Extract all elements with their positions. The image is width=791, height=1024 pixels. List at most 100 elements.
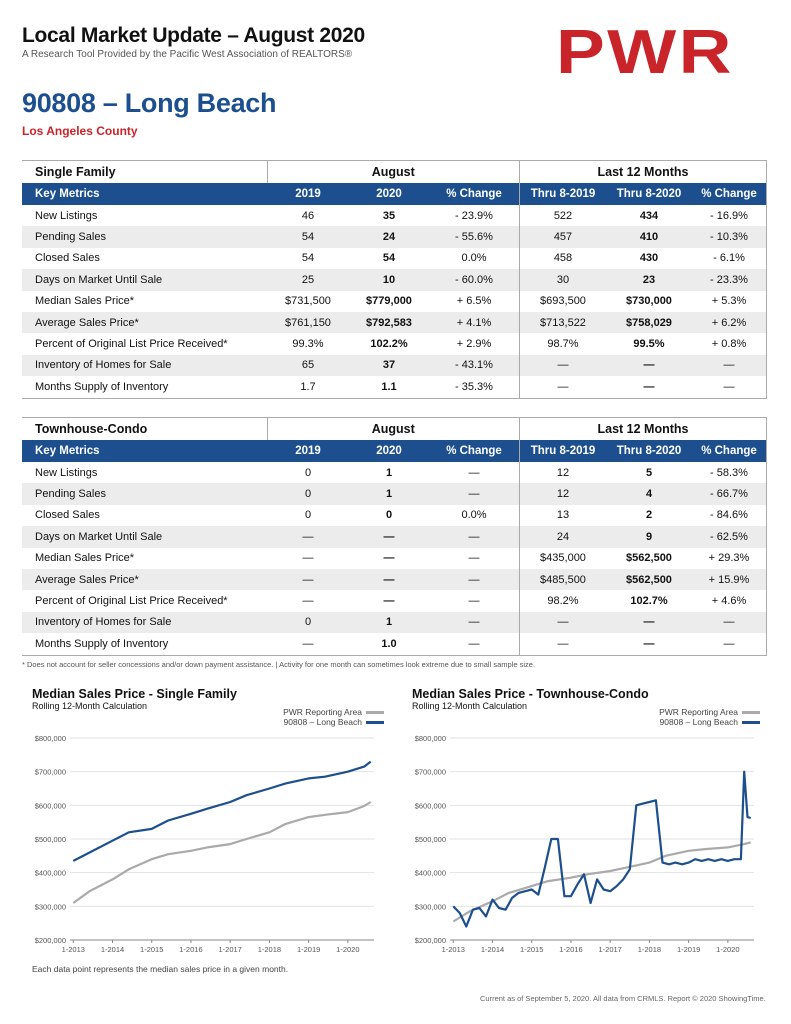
metric-value: — (519, 354, 606, 377)
metric-label: Median Sales Price* (35, 295, 135, 308)
y-tick-label: $500,000 (415, 835, 446, 844)
y-tick-label: $400,000 (415, 869, 446, 878)
group-header-12mo: Last 12 Months (519, 160, 767, 183)
metric-value: + 4.1% (429, 311, 520, 334)
metric-value: 1 (349, 483, 429, 505)
metric-value: — (519, 376, 606, 399)
metric-value: 12 (519, 483, 606, 505)
metric-value: — (692, 633, 767, 656)
y-tick-label: $700,000 (415, 768, 446, 777)
metric-value: 458 (553, 252, 573, 265)
chart-subtitle: Rolling 12-Month Calculation (412, 701, 528, 711)
metric-label: Percent of Original List Price Received* (35, 338, 228, 351)
metric-value: — (267, 526, 349, 548)
group-header-12mo: Last 12 Months (519, 417, 767, 440)
table-row: Inventory of Homes for Sale 65 37- 43.1% — —… (22, 354, 767, 377)
metric-value: - 84.6% (692, 504, 767, 527)
table-row: Median Sales Price* $731,500 $779,000 + 6.5… (22, 290, 767, 312)
metric-value: $730,000 (626, 295, 672, 308)
metric-value: 457 (519, 226, 606, 248)
metric-value: $713,522 (519, 311, 606, 334)
metric-value: 30 (519, 269, 606, 291)
table-row: Pending Sales 0 1—12 4- 66.7% (22, 483, 767, 505)
metric-value: $761,150 (267, 311, 349, 334)
metric-value: — (383, 552, 395, 565)
col-key-metrics: Key Metrics (22, 440, 267, 462)
x-tick-label: 1-2018 (638, 945, 661, 954)
x-tick-label: 1-2020 (336, 945, 359, 954)
metric-value: - 43.1% (429, 354, 520, 377)
metric-value: 99.3% (292, 338, 324, 351)
table-row: Months Supply of Inventory —1.0— — — — (22, 633, 767, 656)
metric-value: 434 (639, 209, 659, 222)
x-tick-label: 1-2015 (140, 945, 163, 954)
metric-value: — (429, 483, 520, 505)
metric-value: — (692, 354, 767, 377)
col-2020: 2020 (349, 440, 429, 462)
metric-value: 99.5% (633, 338, 665, 351)
metric-value: 35 (382, 209, 396, 222)
col-thru-2020: Thru 8-2020 (606, 440, 692, 462)
metric-value: 54 (301, 252, 315, 265)
chart-subtitle: Rolling 12-Month Calculation (32, 701, 148, 711)
footnote: * Does not account for seller concession… (22, 660, 536, 669)
col-2019: 2019 (267, 440, 349, 462)
group-header-august: August (266, 417, 520, 440)
y-tick-label: $300,000 (35, 902, 66, 911)
metric-value: $562,500 (626, 552, 672, 565)
metric-value: - 10.3% (692, 226, 767, 248)
single-family-table: Single Family August Last 12 Months Key … (22, 160, 767, 399)
metric-value: 23 (606, 269, 692, 291)
metric-label: Months Supply of Inventory (22, 376, 267, 399)
metric-value: 0.0% (429, 247, 520, 270)
metric-value: + 2.9% (429, 333, 520, 355)
metric-label: Inventory of Homes for Sale (22, 354, 267, 377)
legend-item: PWR Reporting Area (250, 707, 384, 717)
metric-value: 98.2% (547, 595, 579, 608)
legend-item: PWR Reporting Area (626, 707, 760, 717)
metric-value: 522 (553, 209, 573, 222)
chart-header-single-family: Median Sales Price - Single Family Rolli… (32, 687, 382, 711)
metric-value: — (349, 568, 429, 591)
col-2020: 2020 (349, 183, 429, 205)
metric-value: - 66.7% (692, 483, 767, 505)
metric-value: + 4.6% (692, 590, 767, 612)
chart-title: Median Sales Price - Single Family (32, 687, 237, 701)
y-tick-label: $200,000 (415, 936, 446, 945)
legend-label: PWR Reporting Area (283, 707, 362, 717)
metric-value: — (349, 526, 429, 548)
metric-value: $485,500 (519, 568, 606, 591)
y-tick-label: $500,000 (35, 835, 66, 844)
x-tick-label: 1-2017 (598, 945, 621, 954)
col-2019: 2019 (267, 183, 349, 205)
legend-label: 90808 – Long Beach (659, 717, 738, 727)
metric-value: + 0.8% (692, 333, 767, 355)
x-tick-label: 1-2018 (258, 945, 281, 954)
metric-value: $779,000 (366, 295, 412, 308)
col-key-metrics: Key Metrics (22, 183, 267, 205)
x-tick-label: 1-2017 (218, 945, 241, 954)
county-label: Los Angeles County (22, 124, 138, 138)
y-tick-label: $200,000 (35, 936, 66, 945)
metric-value: — (519, 611, 606, 634)
metric-value: — (429, 590, 520, 612)
source-note: Current as of September 5, 2020. All dat… (480, 994, 766, 1003)
y-tick-label: $600,000 (415, 801, 446, 810)
y-tick-label: $800,000 (35, 734, 66, 743)
metric-label: Closed Sales (35, 509, 100, 522)
table-row: Closed Sales 0 0 0.0% 13 2 - 84.6% (22, 504, 767, 527)
chart-townhouse-condo: $200,000 $300,000 $400,000 $500,000 $600,000… (415, 734, 754, 954)
series-line (72, 801, 372, 904)
metric-value: — (606, 611, 692, 634)
metric-value: 1.7 (267, 376, 349, 399)
legend-label: PWR Reporting Area (659, 707, 738, 717)
col-change: % Change (429, 183, 520, 205)
table-row: Pending Sales 54 24- 55.6% 457 410- 10.3% (22, 226, 767, 248)
x-tick-label: 1-2013 (442, 945, 465, 954)
metric-value: $435,000 (540, 552, 586, 565)
metric-value: 10 (349, 269, 429, 291)
metric-value: — (267, 633, 349, 656)
x-tick-label: 1-2016 (179, 945, 202, 954)
metric-value: 54 (382, 252, 396, 265)
chart-header-townhouse-condo: Median Sales Price - Townhouse-Condo Rol… (412, 687, 762, 711)
